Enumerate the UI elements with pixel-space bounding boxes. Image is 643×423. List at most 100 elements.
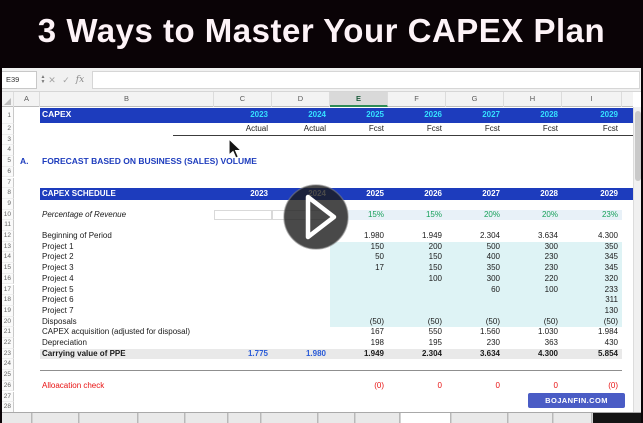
column-header-G[interactable]: G [446, 92, 504, 107]
value-cell[interactable]: 200 [428, 241, 442, 251]
value-cell[interactable]: 1.775 [247, 348, 268, 358]
banner-year-2027[interactable]: 2027 [482, 110, 500, 119]
sheet-tab[interactable] [262, 413, 318, 423]
value-cell[interactable]: 3.634 [537, 231, 558, 240]
sheet-tab[interactable] [356, 413, 400, 423]
banner-year-2026[interactable]: 2026 [424, 110, 442, 119]
row-label[interactable]: Disposals [42, 316, 77, 326]
value-cell[interactable]: 363 [544, 338, 558, 347]
sheet-tab[interactable] [186, 413, 228, 423]
name-box-spinner[interactable]: ▲ ▼ [40, 74, 46, 85]
schedule-year-2026[interactable]: 2026 [424, 189, 442, 199]
row-label[interactable]: Project 4 [42, 273, 74, 283]
row-number[interactable]: 1 [0, 107, 14, 124]
value-cell[interactable]: 400 [486, 252, 500, 262]
banner-year-2023[interactable]: 2023 [250, 110, 268, 119]
value-cell[interactable]: 320 [604, 273, 618, 283]
value-cell[interactable]: 100 [428, 273, 442, 283]
value-cell[interactable]: 5.854 [597, 348, 618, 358]
row-number[interactable]: 14 [0, 252, 14, 264]
cell-name-box[interactable]: E39 [1, 71, 37, 89]
period-type-cell[interactable]: Fcst [368, 124, 384, 133]
sheet-tab[interactable] [452, 413, 508, 423]
sheet-tab[interactable] [139, 413, 185, 423]
value-cell[interactable]: 167 [370, 327, 384, 337]
enter-icon[interactable]: ✓ [62, 75, 70, 85]
sheet-tab[interactable] [593, 413, 643, 423]
value-cell[interactable]: 130 [604, 305, 618, 315]
value-cell[interactable]: 100 [544, 284, 558, 294]
value-cell[interactable]: 23% [601, 209, 618, 219]
row-number[interactable]: 7 [0, 177, 14, 189]
formula-input[interactable] [92, 71, 640, 89]
value-cell[interactable]: 350 [604, 241, 618, 251]
value-cell[interactable]: 1.560 [479, 327, 500, 337]
banner-year-2028[interactable]: 2028 [540, 110, 558, 119]
row-number[interactable]: 25 [0, 370, 14, 381]
period-type-cell[interactable]: Fcst [602, 124, 618, 133]
bojanfin-button[interactable]: BOJANFIN.COM [528, 393, 625, 408]
value-cell[interactable]: 0 [495, 380, 500, 390]
scrollbar-thumb[interactable] [635, 111, 641, 181]
value-cell[interactable]: 345 [604, 263, 618, 273]
row-label[interactable]: Project 7 [42, 305, 74, 315]
value-cell[interactable]: 4.300 [597, 231, 618, 240]
row-number[interactable]: 22 [0, 338, 14, 349]
value-cell[interactable]: (50) [485, 316, 500, 326]
row-number[interactable]: 6 [0, 166, 14, 178]
value-cell[interactable]: 0 [553, 380, 558, 390]
value-cell[interactable]: 0 [437, 380, 442, 390]
select-all-corner[interactable] [0, 92, 14, 107]
value-cell[interactable]: 500 [486, 241, 500, 251]
sheet-tab[interactable] [554, 413, 592, 423]
period-type-cell[interactable]: Fcst [542, 124, 558, 133]
cancel-icon[interactable]: ✕ [48, 75, 56, 85]
column-header-D[interactable]: D [272, 92, 330, 107]
row-number[interactable]: 27 [0, 391, 14, 403]
row-number[interactable]: 2 [0, 124, 14, 135]
value-cell[interactable]: 3.634 [479, 348, 500, 358]
row-label[interactable]: Carrying value of PPE [42, 348, 126, 358]
vertical-scrollbar[interactable] [633, 107, 641, 413]
value-cell[interactable]: 198 [370, 338, 384, 347]
value-cell[interactable]: (50) [369, 316, 384, 326]
row-number[interactable]: 16 [0, 273, 14, 285]
value-cell[interactable]: 1.030 [537, 327, 558, 337]
row-number[interactable]: 10 [0, 209, 14, 221]
value-cell[interactable]: 60 [491, 284, 500, 294]
value-cell[interactable]: 1.984 [597, 327, 618, 337]
value-cell[interactable]: 230 [486, 338, 500, 347]
period-type-cell[interactable]: Actual [303, 124, 326, 133]
schedule-year-2023[interactable]: 2023 [250, 189, 268, 199]
value-cell[interactable]: 195 [428, 338, 442, 347]
period-type-cell[interactable]: Actual [245, 124, 268, 133]
schedule-year-2027[interactable]: 2027 [482, 189, 500, 199]
value-cell[interactable]: 230 [544, 263, 558, 273]
row-label[interactable]: Project 2 [42, 252, 74, 262]
value-cell[interactable]: 20% [483, 209, 500, 219]
row-label[interactable]: Project 1 [42, 241, 74, 251]
row-number[interactable]: 12 [0, 231, 14, 242]
row-number[interactable]: 23 [0, 348, 14, 360]
sheet-tab[interactable] [80, 413, 138, 423]
column-header-E[interactable]: E [330, 92, 388, 107]
row-number[interactable]: 9 [0, 198, 14, 210]
value-cell[interactable]: 4.300 [537, 348, 558, 358]
row-label[interactable]: Alloacation check [42, 380, 105, 390]
row-number[interactable]: 3 [0, 134, 14, 146]
value-cell[interactable]: 220 [544, 273, 558, 283]
value-cell[interactable]: 150 [370, 241, 384, 251]
value-cell[interactable]: 150 [428, 252, 442, 262]
row-label[interactable]: CAPEX acquisition (adjusted for disposal… [42, 327, 191, 337]
value-cell[interactable]: (0) [608, 380, 618, 390]
value-cell[interactable]: 300 [544, 241, 558, 251]
sheet-tab[interactable] [33, 413, 79, 423]
row-number[interactable]: 21 [0, 327, 14, 338]
row-label[interactable]: Percentage of Revenue [42, 209, 127, 219]
play-button[interactable] [278, 179, 354, 255]
value-cell[interactable]: 2.304 [479, 231, 500, 240]
column-header-F[interactable]: F [388, 92, 446, 107]
row-number[interactable]: 8 [0, 188, 14, 199]
row-label[interactable]: Project 6 [42, 295, 74, 305]
value-cell[interactable]: 50 [375, 252, 384, 262]
